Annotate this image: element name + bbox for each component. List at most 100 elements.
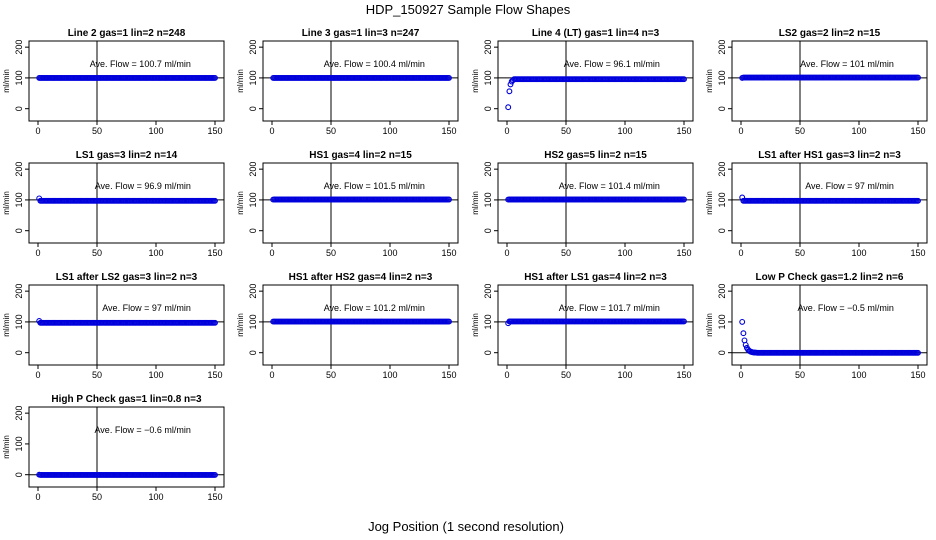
x-axis-label: Jog Position (1 second resolution) <box>368 519 564 534</box>
y-tick-label: 100 <box>14 436 24 451</box>
plot-frame <box>28 40 225 122</box>
data-point <box>739 318 746 325</box>
y-tick-label: 100 <box>14 314 24 329</box>
y-tick-label: 200 <box>483 162 493 177</box>
x-tick-label: 150 <box>441 370 456 380</box>
x-tick-label: 50 <box>561 126 571 136</box>
x-tick-label: 0 <box>35 492 40 502</box>
x-tick-label: 150 <box>207 492 222 502</box>
x-tick-label: 50 <box>326 248 336 258</box>
plot-frame <box>731 162 928 244</box>
x-tick-label: 0 <box>738 370 743 380</box>
plot-frame <box>28 284 225 366</box>
y-axis-label: ml/min <box>705 313 714 337</box>
chart-panel: HS1 gas=4 lin=2 n=15 0 50 100 150 0 100 200 ml/m… <box>236 150 459 258</box>
x-tick-label: 50 <box>795 126 805 136</box>
data-point <box>212 74 218 81</box>
average-flow-annotation: Ave. Flow = 100.7 ml/min <box>90 59 191 69</box>
chart-panel: HS1 after HS2 gas=4 lin=2 n=3 0 50 100 150 0 1… <box>236 272 459 380</box>
average-flow-annotation: Ave. Flow = 96.1 ml/min <box>564 59 660 69</box>
data-series <box>36 195 218 204</box>
plot-frame <box>262 284 459 366</box>
average-flow-annotation: Ave. Flow = −0.6 ml/min <box>94 425 190 435</box>
plot-frame <box>497 162 694 244</box>
plot-frame <box>28 162 225 244</box>
x-tick-label: 0 <box>269 370 274 380</box>
chart-panel: HS2 gas=5 lin=2 n=15 0 50 100 150 0 100 200 ml/m… <box>471 150 694 258</box>
y-axis-label: ml/min <box>236 191 245 215</box>
y-axis-label: ml/min <box>705 69 714 93</box>
y-axis-label: ml/min <box>705 191 714 215</box>
y-axis-label: ml/min <box>2 313 11 337</box>
data-point <box>742 341 749 348</box>
x-tick-label: 100 <box>851 370 866 380</box>
data-series <box>739 194 921 204</box>
x-tick-label: 50 <box>92 248 102 258</box>
x-tick-label: 150 <box>207 248 222 258</box>
x-tick-label: 0 <box>35 126 40 136</box>
y-tick-label: 200 <box>483 284 493 299</box>
data-point <box>506 88 513 95</box>
average-flow-annotation: Ave. Flow = 97 ml/min <box>805 181 894 191</box>
panel-title: HS2 gas=5 lin=2 n=15 <box>544 150 647 161</box>
x-tick-label: 100 <box>617 248 632 258</box>
panel-title: LS2 gas=2 lin=2 n=15 <box>779 28 881 39</box>
x-tick-label: 0 <box>269 248 274 258</box>
panel-title: LS1 after HS1 gas=3 lin=2 n=3 <box>758 150 901 161</box>
x-tick-label: 150 <box>441 126 456 136</box>
y-axis-label: ml/min <box>471 69 480 93</box>
plot-frame <box>731 284 928 366</box>
panel-title: HS1 gas=4 lin=2 n=15 <box>309 150 412 161</box>
x-tick-label: 150 <box>910 370 925 380</box>
panel-title: Line 3 gas=1 lin=3 n=247 <box>302 28 420 39</box>
plot-frame <box>262 162 459 244</box>
data-point <box>915 349 921 356</box>
x-tick-label: 150 <box>676 370 691 380</box>
data-series <box>505 318 687 327</box>
y-tick-label: 0 <box>717 228 727 233</box>
x-tick-label: 150 <box>441 248 456 258</box>
x-tick-label: 50 <box>795 370 805 380</box>
panel-title: LS1 gas=3 lin=2 n=14 <box>76 150 178 161</box>
panel-title: LS1 after LS2 gas=3 lin=2 n=3 <box>56 272 198 283</box>
y-tick-label: 0 <box>483 350 493 355</box>
y-tick-label: 200 <box>717 162 727 177</box>
x-tick-label: 50 <box>326 370 336 380</box>
data-series <box>36 318 218 326</box>
data-point <box>212 471 218 478</box>
chart-panel: HS1 after LS1 gas=4 lin=2 n=3 0 50 100 150 0 1… <box>471 272 694 380</box>
x-tick-label: 150 <box>910 126 925 136</box>
data-point <box>740 330 747 337</box>
y-tick-label: 200 <box>248 40 258 55</box>
panel-grid: Line 2 gas=1 lin=2 n=248 0 50 100 150 0 100 200… <box>2 28 928 502</box>
data-series <box>36 74 218 81</box>
figure-title: HDP_150927 Sample Flow Shapes <box>366 2 571 17</box>
chart-panel: Low P Check gas=1.2 lin=2 n=6 0 50 100 150 0 1… <box>705 272 928 380</box>
x-tick-label: 150 <box>207 370 222 380</box>
average-flow-annotation: Ave. Flow = 101.4 ml/min <box>559 181 660 191</box>
y-axis-label: ml/min <box>471 191 480 215</box>
x-tick-label: 100 <box>382 126 397 136</box>
y-tick-label: 200 <box>248 284 258 299</box>
x-tick-label: 100 <box>617 370 632 380</box>
chart-panel: Line 2 gas=1 lin=2 n=248 0 50 100 150 0 100 200… <box>2 28 225 136</box>
x-tick-label: 100 <box>617 126 632 136</box>
average-flow-annotation: Ave. Flow = 96.9 ml/min <box>95 181 191 191</box>
y-axis-label: ml/min <box>236 69 245 93</box>
y-tick-label: 100 <box>248 70 258 85</box>
y-tick-label: 0 <box>14 228 24 233</box>
x-tick-label: 150 <box>910 248 925 258</box>
data-point <box>505 104 512 111</box>
data-series <box>505 76 687 111</box>
data-point <box>681 196 687 203</box>
x-tick-label: 100 <box>148 370 163 380</box>
data-point <box>681 318 687 325</box>
y-tick-label: 100 <box>248 192 258 207</box>
chart-panel: Line 4 (LT) gas=1 lin=4 n=3 0 50 100 150 0 100… <box>471 28 694 136</box>
panel-title: Line 2 gas=1 lin=2 n=248 <box>68 28 186 39</box>
data-series <box>505 196 687 203</box>
y-tick-label: 0 <box>14 350 24 355</box>
x-tick-label: 50 <box>326 126 336 136</box>
y-tick-label: 200 <box>717 40 727 55</box>
data-point <box>507 81 514 88</box>
